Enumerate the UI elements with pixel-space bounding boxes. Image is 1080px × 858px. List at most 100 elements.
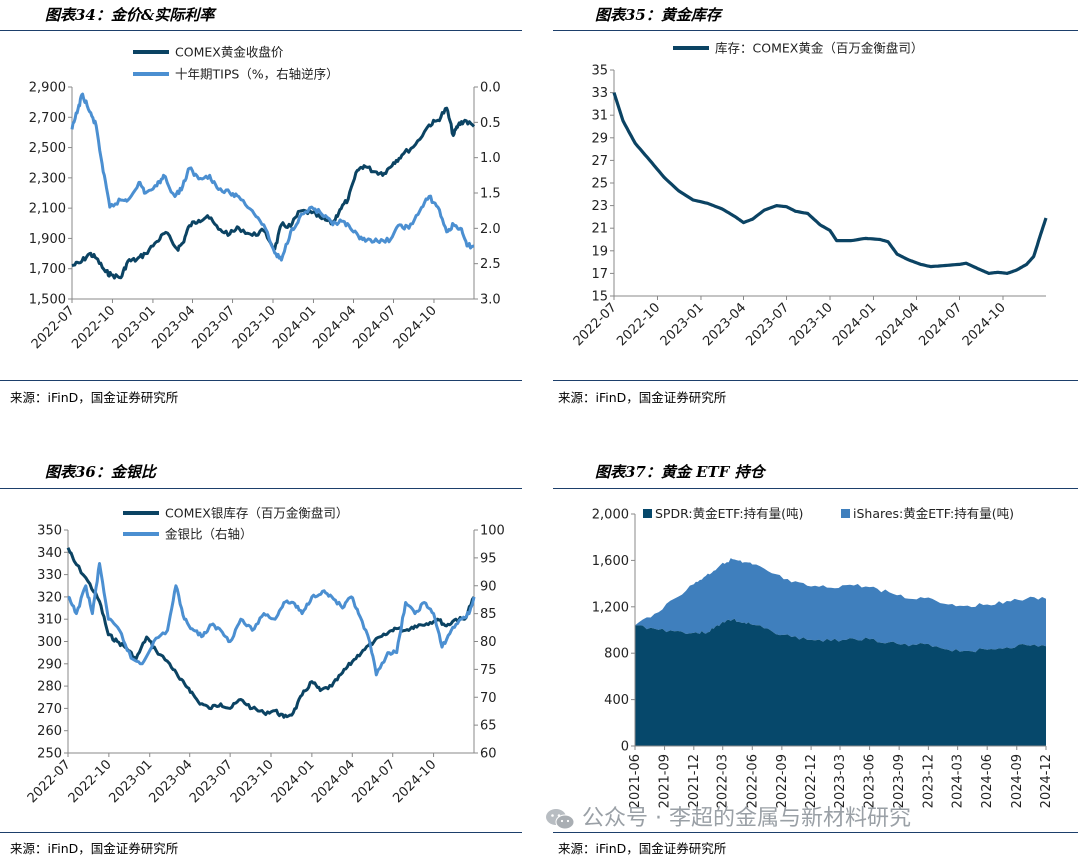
y-tick-label-left: 2,500: [29, 141, 66, 156]
x-tick-label: 2022-12: [804, 754, 819, 808]
x-tick-label: 2023-04: [149, 303, 198, 352]
x-tick-label: 2023-10: [787, 300, 836, 349]
legend-label-1: iShares:黄金ETF:持有量(吨): [853, 506, 1014, 521]
y-tick-label-left: 29: [591, 131, 608, 146]
source-37: 来源：iFinD，国金证券研究所: [558, 841, 727, 856]
y-tick-label-left: 280: [37, 680, 62, 695]
x-tick-label: 2023-12: [921, 754, 936, 808]
y-tick-label-right: 0.0: [480, 81, 501, 96]
y-tick-label-left: 270: [37, 702, 62, 717]
y-tick-label-right: 3.0: [480, 293, 501, 308]
y-tick-label-left: 250: [37, 747, 62, 762]
chart-gold-silver-ratio: 350 340 330 320 310 300 290 280 270 260 250 100 95 90…: [25, 506, 505, 807]
chart-gold-inventory: 35333129272523211917152022-072022-102023…: [571, 41, 1048, 349]
y-tick-label-left: 350: [37, 524, 62, 539]
x-tick-label: 2023-07: [189, 303, 238, 352]
chart-title-34: 图表34：金价&实际利率: [45, 6, 215, 24]
y-tick-label-left: 340: [37, 546, 62, 561]
y-tick-label-left: 17: [591, 267, 608, 282]
y-tick-label-left: 25: [591, 177, 608, 192]
watermark-text: 公众号 · 李超的金属与新材料研究: [582, 806, 911, 831]
source-rule-34: [0, 380, 522, 381]
x-tick-label: 2023-04: [700, 300, 749, 349]
x-tick-label: 2023-07: [187, 757, 236, 806]
y-tick-label-left: 300: [37, 635, 62, 650]
y-tick-label: 400: [604, 693, 629, 708]
series-line-0: [66, 547, 476, 719]
source-34: 来源：iFinD，国金证券研究所: [10, 390, 179, 405]
y-tick-label-left: 27: [591, 154, 608, 169]
y-tick-label-left: 19: [591, 244, 608, 259]
x-tick-label: 2024-06: [980, 754, 995, 808]
x-tick-label: 2022-07: [29, 303, 78, 352]
y-tick-label-left: 1,900: [29, 232, 66, 247]
y-tick-label-right: 80: [480, 635, 497, 650]
y-tick-label-right: 70: [480, 691, 497, 706]
x-tick-label: 2023-10: [230, 303, 279, 352]
x-tick-label: 2022-07: [571, 300, 620, 349]
legend-label-1: 金银比（右轴）: [165, 527, 253, 542]
x-tick-label: 2024-07: [350, 757, 399, 806]
y-tick-label-right: 95: [480, 551, 497, 566]
title-rule-36: [0, 488, 522, 489]
y-tick-label-right: 75: [480, 663, 497, 678]
y-tick-label-left: 15: [591, 290, 608, 305]
x-tick-label: 2023-01: [658, 300, 707, 349]
y-tick-label-left: 35: [591, 64, 608, 79]
x-tick-label: 2022-07: [25, 757, 74, 806]
watermark: 公众号 · 李超的金属与新材料研究: [545, 800, 911, 832]
y-tick-label: 1,200: [592, 600, 629, 615]
y-tick-label-left: 31: [591, 109, 608, 124]
x-tick-label: 2024-04: [310, 303, 359, 352]
source-36: 来源：iFinD，国金证券研究所: [10, 841, 179, 856]
chart-title-36: 图表36：金银比: [45, 463, 156, 481]
x-tick-label: 2024-10: [960, 300, 1009, 349]
legend-swatch-1: [841, 509, 850, 518]
series-line-0: [612, 92, 1048, 275]
x-tick-label: 2023-09: [892, 754, 907, 808]
x-tick-label: 2022-10: [66, 757, 115, 806]
y-tick-label-left: 2,300: [29, 171, 66, 186]
x-tick-label: 2022-09: [775, 754, 790, 808]
legend-label-0: COMEX银库存（百万金衡盘司）: [165, 506, 348, 521]
y-tick-label-right: 2.5: [480, 257, 501, 272]
legend-label-0: COMEX黄金收盘价: [175, 45, 284, 60]
y-tick-label-right: 0.5: [480, 116, 501, 131]
source-35: 来源：iFinD，国金证券研究所: [558, 390, 727, 405]
chart-gold-real-rate: 2,900 2,700 2,500 2,300 2,100 1,900 1,700 1,500…: [29, 45, 501, 353]
y-tick-label-left: 21: [591, 222, 608, 237]
x-tick-label: 2024-04: [873, 300, 922, 349]
y-tick-label-left: 2,900: [29, 81, 66, 96]
x-tick-label: 2023-01: [107, 757, 156, 806]
source-rule-37: [553, 832, 1078, 833]
series-line-1: [70, 92, 475, 262]
y-tick-label-right: 65: [480, 719, 497, 734]
x-tick-label: 2024-10: [390, 757, 439, 806]
x-tick-label: 2023-03: [833, 754, 848, 808]
x-tick-label: 2021-06: [628, 754, 643, 808]
x-tick-label: 2024-07: [350, 303, 399, 352]
y-tick-label-right: 100: [480, 524, 505, 539]
y-tick-label: 2,000: [592, 508, 629, 523]
legend-label-0: SPDR:黄金ETF:持有量(吨): [655, 506, 803, 521]
x-tick-label: 2023-10: [228, 757, 277, 806]
y-tick-label-left: 23: [591, 199, 608, 214]
y-tick-label-left: 310: [37, 613, 62, 628]
y-tick-label-right: 60: [480, 747, 497, 762]
area-spdr: [635, 618, 1046, 746]
legend-swatch-0: [643, 509, 652, 518]
x-tick-label: 2021-09: [658, 754, 673, 808]
y-tick-label-left: 1,500: [29, 293, 66, 308]
title-rule-34: [0, 30, 522, 31]
source-rule-36: [0, 832, 522, 833]
x-tick-label: 2024-12: [1039, 754, 1054, 808]
x-tick-label: 2024-07: [916, 300, 965, 349]
x-tick-label: 2024-10: [391, 303, 440, 352]
chart-title-37: 图表37：黄金 ETF 持仓: [595, 463, 765, 481]
title-rule-37: [553, 488, 1078, 489]
x-tick-label: 2021-12: [687, 754, 702, 808]
legend-label-0: 库存：COMEX黄金（百万金衡盘司）: [715, 41, 923, 56]
x-tick-label: 2022-03: [716, 754, 731, 808]
x-tick-label: 2024-09: [1010, 754, 1025, 808]
y-tick-label-right: 1.5: [480, 187, 501, 202]
